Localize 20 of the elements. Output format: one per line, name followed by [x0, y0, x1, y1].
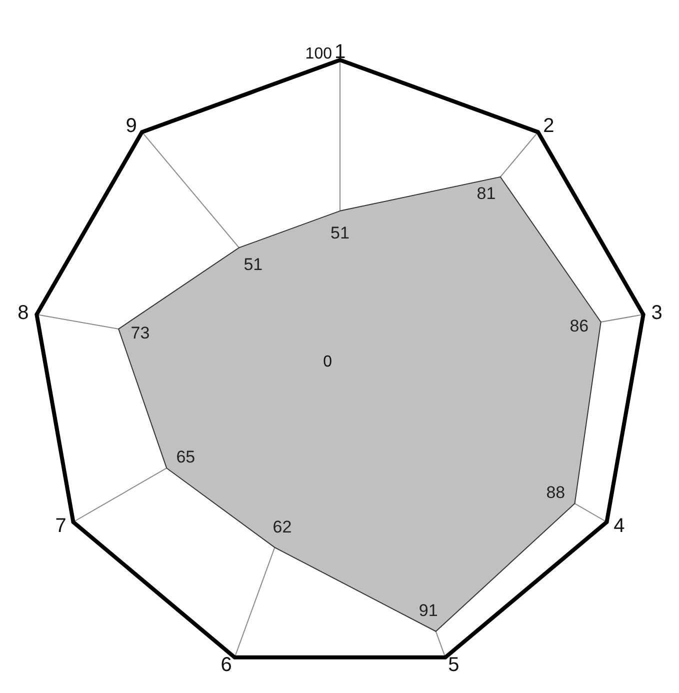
- data-label: 62: [272, 517, 292, 536]
- y-tick-label: 100: [305, 46, 332, 62]
- data-label: 51: [330, 223, 350, 242]
- data-label: 88: [546, 483, 566, 502]
- spoke-label: 5: [448, 654, 460, 676]
- data-label: 73: [130, 323, 150, 342]
- spoke-label: 4: [614, 515, 625, 537]
- spoke-label: 3: [651, 302, 662, 324]
- spoke-label: 9: [126, 114, 137, 137]
- spoke-label: 7: [55, 515, 66, 537]
- data-label: 51: [244, 255, 263, 274]
- spoke-label: 2: [543, 114, 554, 137]
- y-tick-label: 0: [323, 354, 332, 370]
- data-label: 65: [176, 448, 196, 467]
- spoke-label: 1: [334, 41, 346, 63]
- data-label: 81: [476, 184, 496, 204]
- spoke-label: 6: [220, 654, 232, 676]
- spoke-label: 8: [18, 302, 29, 324]
- data-label: 86: [570, 316, 589, 336]
- data-label: 91: [418, 601, 438, 620]
